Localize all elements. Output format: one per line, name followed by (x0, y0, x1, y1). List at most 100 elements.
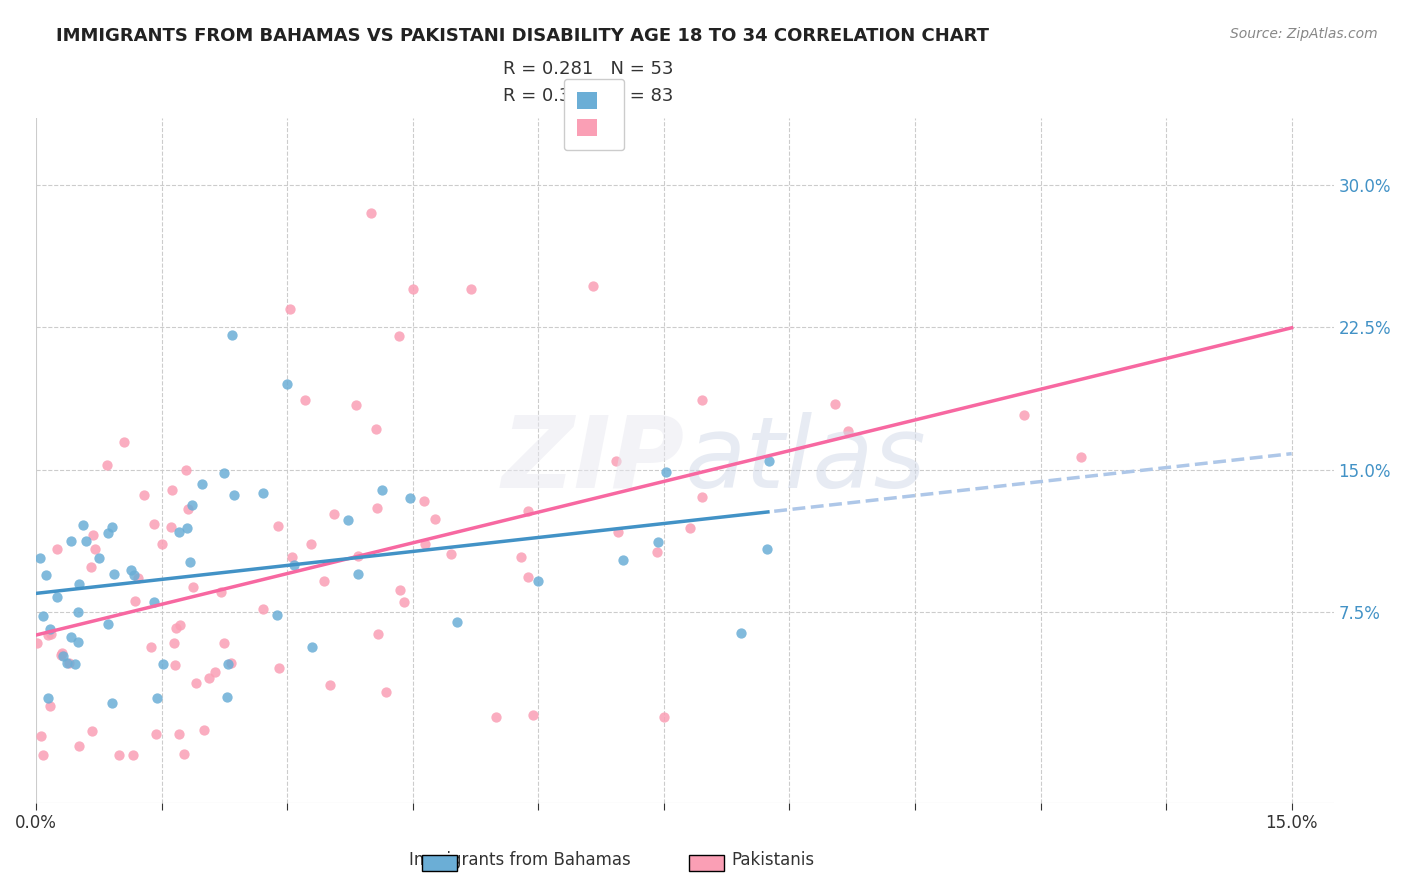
Point (165, 621, 187, 635)
Point (276, 377, 298, 392)
Point (39, 627, 62, 641)
Point (173, 747, 195, 762)
Point (51, 646, 73, 660)
Text: IMMIGRANTS FROM BAHAMAS VS PAKISTANI DISABILITY AGE 18 TO 34 CORRELATION CHART: IMMIGRANTS FROM BAHAMAS VS PAKISTANI DIS… (56, 27, 990, 45)
Point (344, 398, 367, 412)
Point (485, 710, 508, 724)
Point (367, 627, 389, 641)
Point (60, 630, 83, 644)
Point (366, 422, 388, 436)
Point (413, 537, 436, 551)
Point (294, 393, 316, 408)
Text: R = 0.281   N = 53: R = 0.281 N = 53 (503, 60, 673, 78)
Point (160, 483, 183, 498)
Point (824, 397, 846, 411)
Point (655, 466, 678, 480)
Point (212, 466, 235, 480)
Point (176, 520, 198, 534)
Point (101, 697, 124, 711)
Text: Source: ZipAtlas.com: Source: ZipAtlas.com (1230, 27, 1378, 41)
Point (52, 648, 75, 663)
Point (107, 747, 129, 762)
Point (103, 567, 125, 582)
Point (46, 591, 69, 605)
Point (143, 595, 166, 609)
Point (215, 690, 238, 705)
Point (101, 520, 124, 534)
Point (299, 536, 322, 550)
Point (163, 636, 186, 650)
Point (72, 518, 94, 533)
Point (181, 580, 204, 594)
Point (176, 463, 198, 477)
Point (35, 568, 58, 582)
Point (67, 635, 90, 649)
Point (278, 301, 301, 316)
Point (522, 708, 544, 723)
Point (612, 553, 634, 567)
Point (301, 640, 323, 654)
Point (179, 556, 201, 570)
Point (165, 658, 187, 673)
Point (337, 513, 360, 527)
Point (97, 525, 120, 540)
Point (652, 710, 675, 724)
Point (425, 512, 447, 526)
Point (31, 747, 53, 762)
Point (267, 661, 290, 675)
Point (67, 577, 90, 591)
Point (97, 616, 120, 631)
Point (186, 675, 208, 690)
Point (221, 328, 243, 343)
Point (755, 541, 778, 556)
Point (607, 525, 630, 540)
Point (388, 582, 411, 597)
Point (112, 434, 135, 449)
Point (605, 453, 627, 467)
Point (392, 595, 415, 609)
Point (322, 507, 344, 521)
Point (222, 488, 245, 502)
Point (45, 541, 67, 556)
Point (440, 547, 463, 561)
Point (283, 558, 305, 572)
Text: Pakistanis: Pakistanis (731, 851, 815, 869)
Point (96, 458, 118, 473)
Point (120, 563, 142, 577)
Point (124, 593, 146, 607)
Text: Immigrants from Bahamas: Immigrants from Bahamas (409, 851, 631, 869)
Text: atlas: atlas (685, 412, 927, 509)
Point (360, 206, 382, 220)
Point (446, 615, 468, 630)
Point (142, 516, 165, 531)
Point (84, 541, 107, 556)
Point (180, 498, 202, 512)
Point (204, 665, 226, 679)
Point (837, 425, 859, 439)
Point (38, 698, 60, 713)
Point (214, 635, 236, 649)
Point (122, 568, 145, 582)
Point (82, 724, 104, 739)
Point (679, 521, 702, 535)
Point (346, 566, 368, 581)
Point (63, 657, 86, 672)
Point (690, 490, 713, 504)
Text: R = 0.381   N = 83: R = 0.381 N = 83 (503, 87, 673, 105)
Point (460, 282, 482, 296)
Point (193, 723, 215, 738)
Point (177, 502, 200, 516)
Point (280, 550, 302, 565)
Point (388, 329, 411, 343)
Point (252, 486, 274, 500)
Point (122, 747, 145, 762)
Point (167, 525, 190, 540)
Point (375, 685, 398, 699)
Legend: , : , (564, 78, 624, 150)
Point (145, 727, 167, 741)
Point (141, 640, 163, 655)
Point (39, 622, 62, 636)
Point (319, 678, 342, 692)
Point (58, 657, 80, 671)
Point (647, 535, 669, 549)
